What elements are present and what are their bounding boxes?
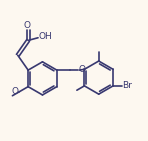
Text: Br: Br <box>122 81 132 90</box>
Text: OH: OH <box>38 32 52 41</box>
Text: O: O <box>78 65 85 74</box>
Text: O: O <box>12 87 19 96</box>
Text: O: O <box>23 21 30 29</box>
